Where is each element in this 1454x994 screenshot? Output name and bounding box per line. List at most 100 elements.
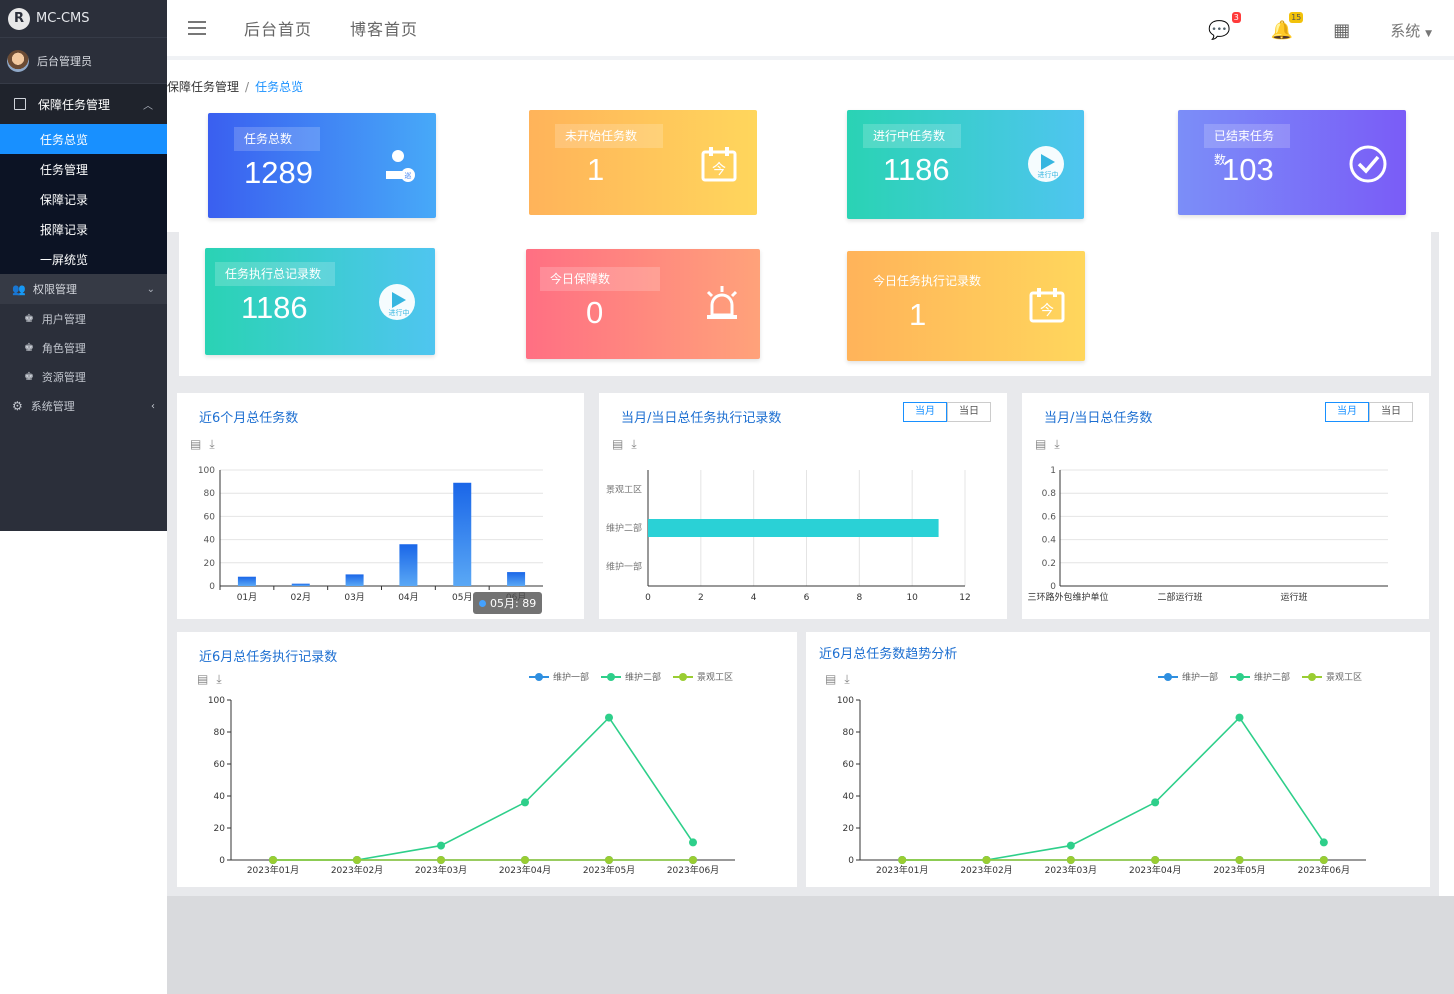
y-tick-label: 20 xyxy=(843,824,855,834)
data-view-icon[interactable]: ▤ xyxy=(825,672,837,686)
x-tick-label: 2023年06月 xyxy=(1298,864,1350,876)
toggle-month[interactable]: 当月 xyxy=(1325,402,1369,422)
stat-value: 0 xyxy=(586,295,604,330)
check-circle-icon xyxy=(1349,145,1387,183)
x-tick-label: 2023年05月 xyxy=(583,864,635,876)
gear-icon: ⚙ xyxy=(12,399,23,413)
data-view-icon[interactable]: ▤ xyxy=(190,437,202,451)
y-tick-label: 80 xyxy=(843,728,855,738)
data-point xyxy=(1235,713,1244,722)
data-point xyxy=(521,856,529,864)
data-view-icon[interactable]: ▤ xyxy=(197,672,209,686)
stat-label: 进行中任务数 xyxy=(863,124,961,148)
sidebar-item-resources[interactable]: ♚ 资源管理 xyxy=(0,362,167,391)
hamburger-icon[interactable] xyxy=(188,21,206,35)
stat-card-not-started[interactable]: 未开始任务数 1 今 xyxy=(529,110,757,215)
menu-permission[interactable]: 👥 权限管理 ⌄ xyxy=(0,274,167,304)
menu-system[interactable]: ⚙ 系统管理 ‹ xyxy=(0,391,167,421)
stat-card-exec-records[interactable]: 任务执行总记录数 1186 进行中 xyxy=(205,248,435,355)
y-tick-label: 景观工区 xyxy=(606,484,642,495)
sidebar-item-label: 资源管理 xyxy=(41,370,86,384)
x-tick-label: 2023年03月 xyxy=(1045,864,1097,876)
legend-item[interactable]: 维护一部 xyxy=(1158,670,1218,683)
users-lock-icon: 👥 xyxy=(12,282,26,296)
sidebar-item-users[interactable]: ♚ 用户管理 xyxy=(0,304,167,333)
y-tick-label: 1 xyxy=(1050,466,1056,476)
stat-card-in-progress[interactable]: 进行中任务数 1186 进行中 xyxy=(847,110,1084,219)
x-tick-label: 12 xyxy=(959,593,970,603)
x-tick-label: 10 xyxy=(906,593,918,603)
app-logo[interactable]: R MC-CMS xyxy=(0,0,167,38)
crown-icon: ♚ xyxy=(24,341,34,354)
panel-title: 当月/当日总任务数 xyxy=(1044,411,1153,426)
layout-button[interactable]: ▦ xyxy=(1333,20,1350,41)
breadcrumb-parent[interactable]: 保障任务管理 xyxy=(167,80,240,94)
stat-value: 1186 xyxy=(241,290,308,325)
user-info[interactable]: 后台管理员 xyxy=(0,38,167,84)
line-chart: 0 20 40 60 80 100 2023年01月 2023年02月 2023年03月 2023… xyxy=(208,696,735,876)
logo-icon: R xyxy=(8,7,30,30)
y-tick-label: 0.8 xyxy=(1042,489,1057,499)
x-tick-label: 2023年01月 xyxy=(876,864,928,876)
y-tick-label: 100 xyxy=(837,696,854,706)
calendar-today-icon: 今 xyxy=(1029,288,1065,323)
sidebar-item-task-manage[interactable]: 任务管理 xyxy=(40,162,89,177)
legend-item[interactable]: 维护二部 xyxy=(1230,670,1290,683)
sidebar-item-dashboard[interactable]: 一屏统览 xyxy=(40,252,89,267)
message-button[interactable]: 💬 3 xyxy=(1208,11,1241,41)
legend-item[interactable]: 景观工区 xyxy=(673,670,733,683)
x-tick-label: 02月 xyxy=(291,592,311,603)
y-tick-label: 100 xyxy=(208,696,225,706)
stat-card-today-guarantee[interactable]: 今日保障数 0 xyxy=(526,249,760,359)
download-icon[interactable]: ⤓ xyxy=(631,437,637,451)
toggle-day[interactable]: 当日 xyxy=(947,402,991,422)
sidebar-item-guarantee-records[interactable]: 保障记录 xyxy=(40,192,89,207)
stat-label: 任务执行总记录数 xyxy=(215,262,335,286)
download-icon[interactable]: ⤓ xyxy=(844,672,850,686)
stat-value: 1289 xyxy=(244,155,313,190)
series-line-维护二部 xyxy=(273,716,694,861)
stat-card-today-exec[interactable]: 今日任务执行记录数 1 今 xyxy=(847,251,1085,361)
period-toggle: 当月 当日 xyxy=(903,402,991,422)
data-point xyxy=(982,856,991,864)
data-point xyxy=(1235,856,1244,864)
sidebar-item-overview[interactable]: 任务总览 xyxy=(0,124,167,154)
x-tick-label: 2023年01月 xyxy=(247,864,299,876)
panel-title: 近6个月总任务数 xyxy=(199,411,299,426)
stat-card-total[interactable]: 任务总数 1289 巡 xyxy=(208,113,436,218)
data-point xyxy=(437,841,445,850)
download-icon[interactable]: ⤓ xyxy=(1054,437,1060,451)
bar-06月 xyxy=(507,572,526,586)
toggle-month[interactable]: 当月 xyxy=(903,402,947,422)
download-icon[interactable]: ⤓ xyxy=(216,672,222,686)
message-badge: 3 xyxy=(1231,11,1241,23)
data-point xyxy=(1151,798,1160,807)
svg-text:巡: 巡 xyxy=(405,171,412,180)
notification-button[interactable]: 🔔 15 xyxy=(1271,11,1304,41)
sidebar-item-roles[interactable]: ♚ 角色管理 xyxy=(0,333,167,362)
x-tick-label: 2023年03月 xyxy=(415,864,467,876)
chart-tools: ▤ ⤓ xyxy=(612,437,645,452)
legend-item[interactable]: 维护一部 xyxy=(529,670,589,683)
stat-label: 今日保障数 xyxy=(540,267,660,291)
data-point xyxy=(437,856,445,864)
legend-item[interactable]: 景观工区 xyxy=(1302,670,1362,683)
menu-task-management[interactable]: 保障任务管理 ︿ xyxy=(0,84,167,124)
sidebar-item-fault-records[interactable]: 报障记录 xyxy=(40,222,89,237)
system-menu[interactable]: 系统 ▼ xyxy=(1390,20,1432,41)
data-view-icon[interactable]: ▤ xyxy=(612,437,624,451)
nav-blog-home[interactable]: 博客首页 xyxy=(350,20,419,39)
nav-admin-home[interactable]: 后台首页 xyxy=(244,20,313,39)
y-tick-label: 20 xyxy=(214,824,226,834)
bar-维护二部 xyxy=(648,519,939,537)
avatar xyxy=(7,49,29,72)
line-chart: 0 20 40 60 80 100 2023年01月 2023年02月 2023年03月 2023… xyxy=(837,696,1366,876)
stat-card-finished[interactable]: 已结束任务数 103 xyxy=(1178,110,1406,215)
crown-icon: ♚ xyxy=(24,312,34,325)
legend-item[interactable]: 维护二部 xyxy=(601,670,661,683)
stat-label: 已结束任务数 xyxy=(1204,124,1290,167)
data-view-icon[interactable]: ▤ xyxy=(1035,437,1047,451)
menu-permission-label: 权限管理 xyxy=(33,283,77,296)
download-icon[interactable]: ⤓ xyxy=(209,437,215,451)
toggle-day[interactable]: 当日 xyxy=(1369,402,1413,422)
